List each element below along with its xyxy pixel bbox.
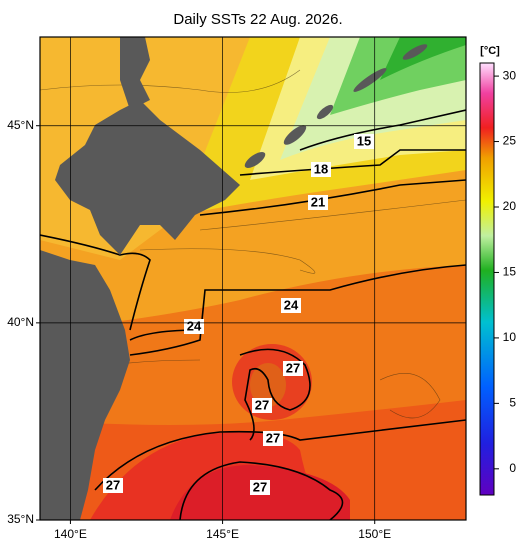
x-tick-label: 150°E — [358, 527, 391, 541]
contour-label: 27 — [266, 430, 280, 445]
contour-label: 24 — [284, 297, 299, 312]
y-tick-label: 35°N — [7, 512, 34, 526]
x-tick-label: 145°E — [206, 527, 239, 541]
colorbar-tick-label: 15 — [503, 265, 517, 279]
colorbar-tick-label: 5 — [509, 396, 516, 410]
colorbar-tick-label: 25 — [503, 134, 517, 148]
contour-label: 27 — [106, 477, 120, 492]
y-tick-label: 45°N — [7, 118, 34, 132]
contour-label: 27 — [253, 479, 267, 494]
sst-field — [40, 37, 466, 520]
colorbar-tick-label: 30 — [503, 68, 517, 82]
title: Daily SSTs 22 Aug. 2026. — [173, 11, 342, 28]
colorbar-unit: [°C] — [480, 45, 500, 57]
colorbar-tick-label: 20 — [503, 199, 517, 213]
y-tick-label: 40°N — [7, 315, 34, 329]
contour-label: 24 — [187, 318, 202, 333]
contour-label: 18 — [314, 161, 328, 176]
contour-label: 15 — [357, 133, 371, 148]
colorbar-tick-label: 10 — [503, 330, 517, 344]
x-tick-label: 140°E — [54, 527, 87, 541]
contour-label: 21 — [311, 194, 325, 209]
contour-labels: 15 18 21 24 24 27 27 27 27 27 — [103, 133, 374, 495]
contour-label: 27 — [255, 397, 269, 412]
colorbar — [479, 62, 495, 496]
contour-label: 27 — [286, 360, 300, 375]
colorbar-tick-label: 0 — [509, 461, 516, 475]
